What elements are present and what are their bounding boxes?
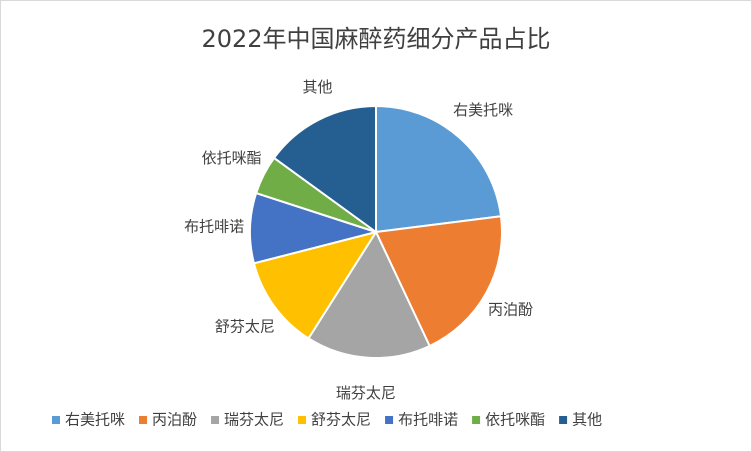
chart-title: 2022年中国麻醉药细分产品占比 <box>201 25 550 53</box>
pie-slice <box>272 104 377 234</box>
legend-swatch <box>559 416 568 424</box>
pie-slice <box>307 229 431 359</box>
slice-label: 右美托咪 <box>453 101 513 119</box>
pie-slice <box>375 104 503 234</box>
legend-label: 瑞芬太尼 <box>224 411 284 429</box>
slice-label: 布托啡诺 <box>184 217 244 235</box>
legend-label: 布托啡诺 <box>398 411 458 429</box>
legend-swatch <box>211 416 220 424</box>
slice-label: 丙泊酚 <box>488 301 533 319</box>
slice-label: 舒芬太尼 <box>215 318 275 336</box>
legend-swatch <box>52 416 60 424</box>
legend-swatch <box>385 416 394 424</box>
legend-label: 丙泊酚 <box>152 411 197 429</box>
pie-slice <box>252 230 379 340</box>
pie-slice <box>374 215 503 348</box>
legend-label: 依托咪酯 <box>485 411 545 429</box>
slice-label: 瑞芬太尼 <box>336 384 396 402</box>
slice-label: 依托咪酯 <box>202 149 262 167</box>
legend-label: 其他 <box>572 411 602 429</box>
legend-label: 右美托咪 <box>65 411 125 429</box>
legend-swatch <box>298 416 307 424</box>
legend-label: 舒芬太尼 <box>311 411 371 429</box>
legend-swatch <box>472 416 481 424</box>
legend-swatch <box>139 416 148 424</box>
slice-label: 其他 <box>302 78 332 96</box>
legend: 右美托咪 丙泊酚 瑞芬太尼 舒芬太尼 布托啡诺 依托咪酯 其他 <box>52 411 602 429</box>
